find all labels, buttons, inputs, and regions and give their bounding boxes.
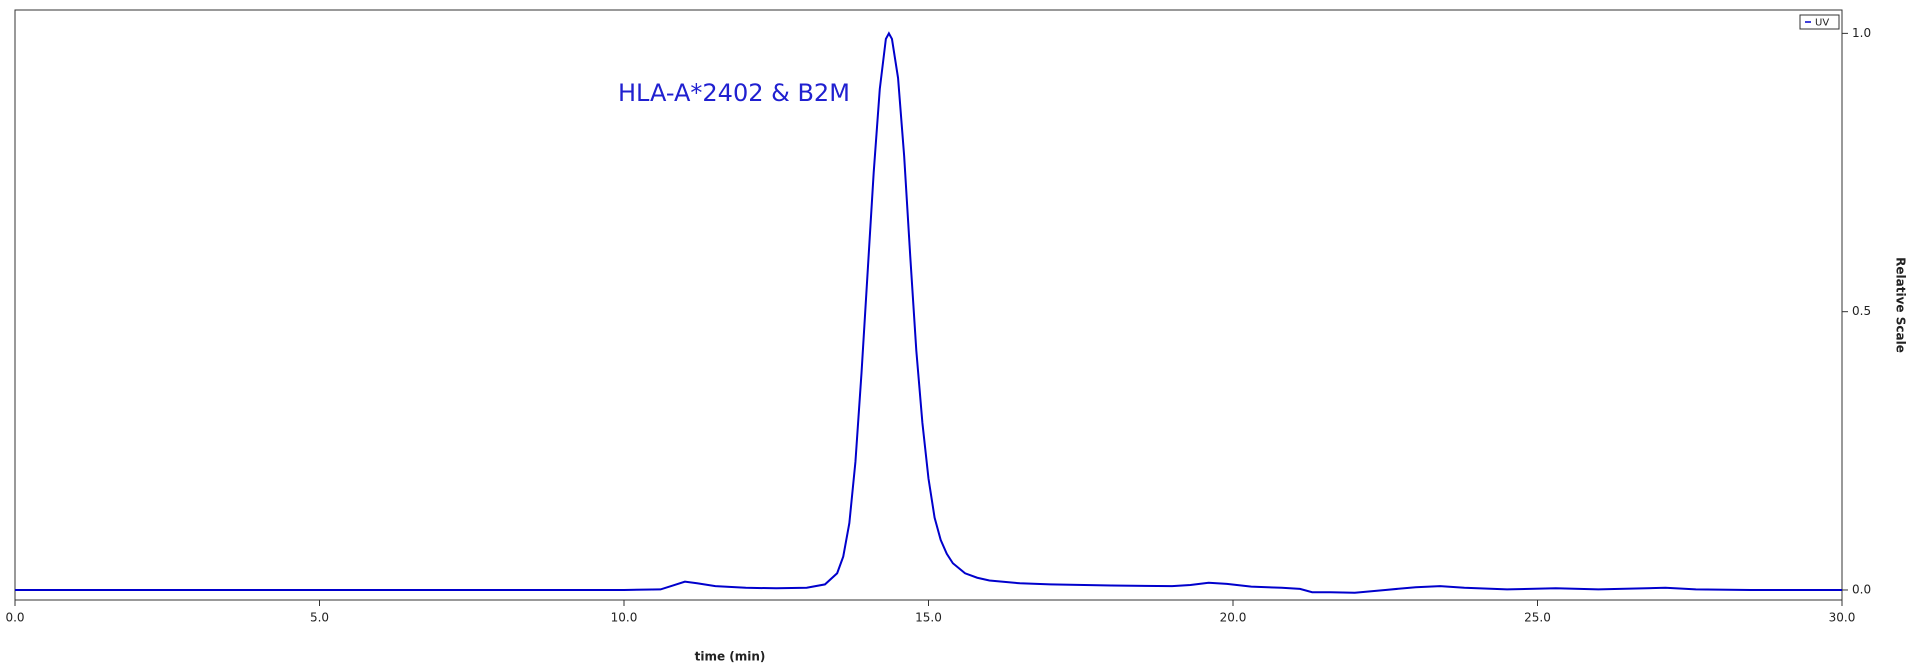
y-axis-label: Relative Scale bbox=[1894, 257, 1908, 353]
x-tick-label: 0.0 bbox=[5, 611, 24, 625]
y-tick-label: 0.5 bbox=[1852, 304, 1871, 318]
x-tick-label: 10.0 bbox=[611, 611, 638, 625]
y-tick-label: 1.0 bbox=[1852, 26, 1871, 40]
series-line bbox=[15, 31, 1842, 594]
x-axis-label: time (min) bbox=[695, 650, 766, 664]
legend-label: UV bbox=[1815, 18, 1829, 29]
x-tick-label: 30.0 bbox=[1829, 611, 1856, 625]
legend-box bbox=[1799, 14, 1840, 30]
plot-frame bbox=[14, 9, 1843, 601]
x-tick-label: 15.0 bbox=[915, 611, 942, 625]
x-tick-label: 25.0 bbox=[1524, 611, 1551, 625]
x-tick-label: 20.0 bbox=[1220, 611, 1247, 625]
x-tick-label: 5.0 bbox=[310, 611, 329, 625]
annotation: HLA-A*2402 & B2M bbox=[618, 79, 850, 107]
y-tick-label: 0.0 bbox=[1852, 582, 1871, 596]
